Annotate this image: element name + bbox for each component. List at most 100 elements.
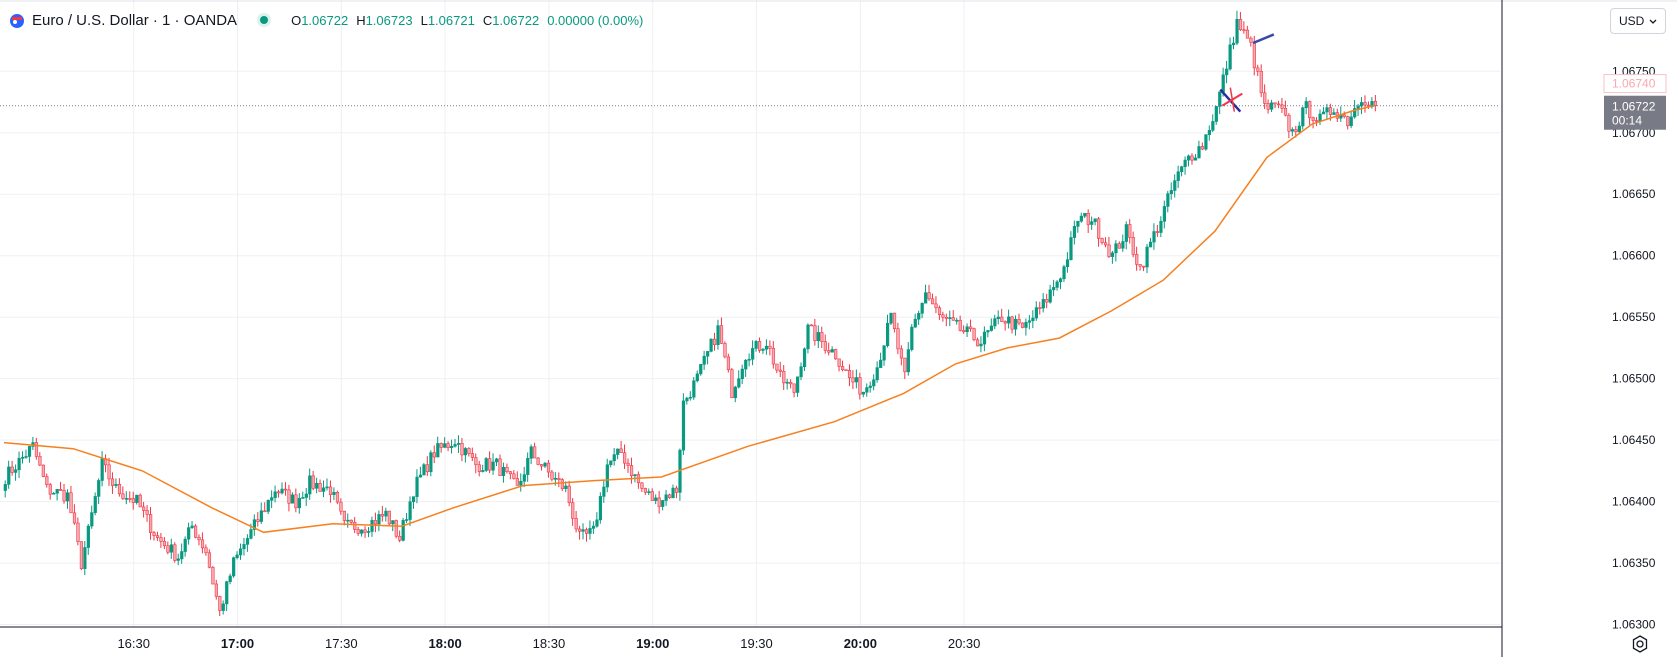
candle-body[interactable] <box>681 400 686 451</box>
candle-body[interactable] <box>782 371 786 384</box>
candle-body[interactable] <box>360 529 364 534</box>
candle-body[interactable] <box>436 443 440 458</box>
candle-body[interactable] <box>1249 37 1253 43</box>
candle-body[interactable] <box>1014 318 1018 330</box>
candle-body[interactable] <box>415 476 419 497</box>
candle-body[interactable] <box>906 349 910 373</box>
candle-body[interactable] <box>1332 112 1336 115</box>
candle-body[interactable] <box>941 314 945 318</box>
candle-body[interactable] <box>1062 266 1066 280</box>
candle-body[interactable] <box>266 500 270 512</box>
candle-body[interactable] <box>363 529 367 533</box>
candle-body[interactable] <box>588 528 592 534</box>
candle-body[interactable] <box>332 492 336 495</box>
candle-body[interactable] <box>83 547 87 569</box>
candle-body[interactable] <box>865 387 869 393</box>
candle-body[interactable] <box>221 603 225 611</box>
candle-body[interactable] <box>27 446 32 457</box>
candle-body[interactable] <box>792 383 796 393</box>
candle-body[interactable] <box>477 464 481 472</box>
candle-body[interactable] <box>1162 206 1166 222</box>
candle-body[interactable] <box>1363 102 1367 106</box>
candle-body[interactable] <box>65 492 70 502</box>
candle-body[interactable] <box>733 386 737 399</box>
candle-body[interactable] <box>97 480 101 497</box>
candle-body[interactable] <box>1187 155 1191 161</box>
candle-body[interactable] <box>633 474 637 477</box>
candle-body[interactable] <box>311 475 315 489</box>
candle-body[interactable] <box>875 367 879 381</box>
candle-body[interactable] <box>398 535 402 541</box>
candle-body[interactable] <box>872 379 876 387</box>
candle-body[interactable] <box>692 380 696 398</box>
candle-body[interactable] <box>453 444 457 447</box>
market-status-icon[interactable] <box>257 13 272 27</box>
candle-body[interactable] <box>526 457 530 475</box>
candle-body[interactable] <box>972 328 976 341</box>
candle-body[interactable] <box>422 464 426 476</box>
candle-body[interactable] <box>1145 246 1149 268</box>
candle-body[interactable] <box>439 443 443 448</box>
candle-body[interactable] <box>145 510 149 515</box>
candle-body[interactable] <box>1204 134 1208 150</box>
candle-body[interactable] <box>1245 29 1250 39</box>
candle-body[interactable] <box>899 348 904 359</box>
candle-body[interactable] <box>567 485 571 504</box>
candle-body[interactable] <box>249 529 253 539</box>
candle-body[interactable] <box>937 307 942 316</box>
candle-body[interactable] <box>1069 237 1073 260</box>
candle-body[interactable] <box>318 482 322 492</box>
candle-body[interactable] <box>1197 146 1201 159</box>
candle-body[interactable] <box>861 391 865 395</box>
candle-body[interactable] <box>629 465 634 477</box>
candle-body[interactable] <box>1349 116 1353 127</box>
candle-body[interactable] <box>90 512 94 527</box>
candle-body[interactable] <box>1086 212 1090 225</box>
candle-body[interactable] <box>394 520 398 537</box>
candle-body[interactable] <box>214 583 218 597</box>
candle-body[interactable] <box>159 537 163 542</box>
candle-body[interactable] <box>595 519 599 527</box>
candle-body[interactable] <box>1218 91 1222 107</box>
candle-body[interactable] <box>747 358 751 361</box>
candle-body[interactable] <box>117 484 122 495</box>
candle-body[interactable] <box>1356 105 1360 109</box>
candle-body[interactable] <box>1076 220 1080 227</box>
candle-body[interactable] <box>650 491 654 501</box>
candle-body[interactable] <box>463 448 468 456</box>
candle-body[interactable] <box>1027 320 1032 323</box>
candle-body[interactable] <box>290 494 295 504</box>
candle-body[interactable] <box>664 494 668 501</box>
candle-body[interactable] <box>1190 155 1194 161</box>
candle-body[interactable] <box>560 479 564 489</box>
candle-body[interactable] <box>225 581 229 605</box>
candle-body[interactable] <box>242 544 246 550</box>
candle-body[interactable] <box>574 518 578 530</box>
candle-body[interactable] <box>38 456 42 466</box>
candle-body[interactable] <box>391 520 395 525</box>
candle-body[interactable] <box>1235 19 1239 44</box>
candle-body[interactable] <box>616 448 620 455</box>
candle-body[interactable] <box>934 303 938 309</box>
candle-body[interactable] <box>48 484 52 495</box>
candle-body[interactable] <box>1346 116 1350 127</box>
candle-body[interactable] <box>626 462 630 466</box>
candle-body[interactable] <box>1097 218 1101 239</box>
candle-body[interactable] <box>930 298 935 305</box>
candle-body[interactable] <box>432 452 436 458</box>
candle-body[interactable] <box>1252 41 1256 69</box>
candle-body[interactable] <box>325 486 329 489</box>
candle-body[interactable] <box>1321 111 1326 115</box>
candle-body[interactable] <box>671 487 675 499</box>
candle-body[interactable] <box>1024 321 1028 328</box>
candle-body[interactable] <box>1055 281 1059 288</box>
candle-body[interactable] <box>1311 117 1315 121</box>
candle-body[interactable] <box>1276 103 1281 106</box>
candle-body[interactable] <box>709 338 713 352</box>
candle-body[interactable] <box>688 396 692 399</box>
candle-body[interactable] <box>1294 129 1298 133</box>
candle-body[interactable] <box>93 496 97 513</box>
candle-body[interactable] <box>536 457 540 465</box>
candle-body[interactable] <box>335 492 340 503</box>
candle-body[interactable] <box>474 457 478 466</box>
